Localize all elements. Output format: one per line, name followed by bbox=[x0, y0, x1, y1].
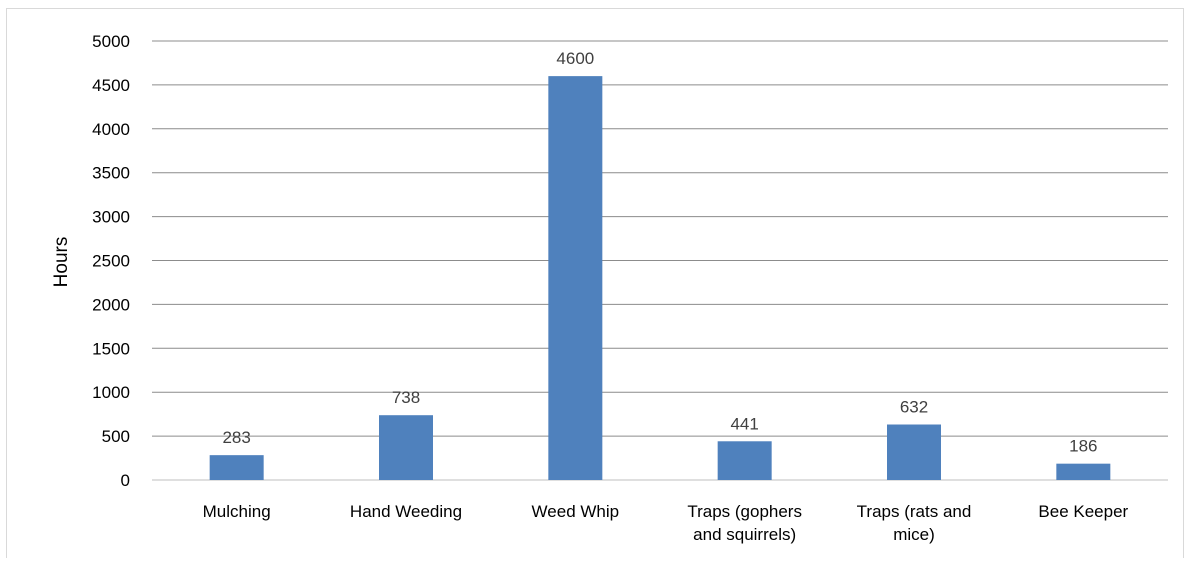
y-axis-label: Hours bbox=[51, 237, 72, 288]
y-tick-label: 2500 bbox=[92, 252, 130, 271]
category-label: Weed Whip bbox=[532, 502, 620, 521]
category-label: Hand Weeding bbox=[350, 502, 462, 521]
bar bbox=[1056, 463, 1111, 480]
y-tick-label: 3000 bbox=[92, 208, 130, 227]
category-label: Bee Keeper bbox=[1038, 502, 1128, 521]
gridlines bbox=[152, 40, 1168, 481]
data-label: 738 bbox=[392, 388, 420, 407]
data-labels: 283 738 4600 441 632 186 bbox=[222, 49, 1097, 456]
data-label: 632 bbox=[900, 398, 928, 417]
chart-frame bbox=[6, 8, 1184, 558]
category-label: Traps (gophers and squirrels) bbox=[687, 502, 802, 544]
bars bbox=[209, 76, 1111, 481]
y-tick-label: 0 bbox=[121, 471, 130, 490]
bar bbox=[379, 415, 433, 480]
y-tick-label: 3500 bbox=[92, 164, 130, 183]
bar bbox=[209, 455, 264, 480]
data-label: 441 bbox=[730, 414, 758, 433]
category-label: Mulching bbox=[203, 502, 271, 521]
y-tick-label: 4000 bbox=[92, 120, 130, 139]
y-tick-label: 1000 bbox=[92, 383, 130, 402]
bar bbox=[887, 424, 941, 480]
y-tick-label: 1500 bbox=[92, 339, 130, 358]
y-tick-label: 5000 bbox=[92, 32, 130, 51]
data-label: 4600 bbox=[556, 49, 594, 68]
bar bbox=[548, 76, 603, 481]
category-labels: Mulching Hand Weeding Weed Whip Traps (goph… bbox=[203, 502, 1129, 544]
y-tick-label: 500 bbox=[102, 427, 130, 446]
category-label: Traps (rats and mice) bbox=[857, 502, 972, 544]
y-tick-label: 4500 bbox=[92, 76, 130, 95]
data-label: 186 bbox=[1069, 437, 1097, 456]
bar bbox=[717, 441, 772, 480]
data-label: 283 bbox=[222, 428, 250, 447]
y-tick-label: 2000 bbox=[92, 295, 130, 314]
y-axis-ticks: 0 500 1000 1500 2000 2500 3000 3500 4000 4500 5000 bbox=[92, 32, 130, 490]
